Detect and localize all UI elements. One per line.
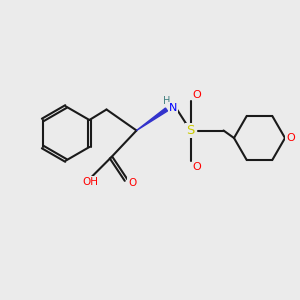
Text: H: H (164, 96, 171, 106)
Text: S: S (186, 124, 195, 137)
Text: O: O (193, 161, 202, 172)
Text: O: O (286, 133, 295, 143)
Polygon shape (136, 108, 167, 130)
Text: OH: OH (82, 177, 98, 188)
Text: N: N (169, 103, 177, 113)
Text: O: O (193, 89, 202, 100)
Text: O: O (128, 178, 137, 188)
